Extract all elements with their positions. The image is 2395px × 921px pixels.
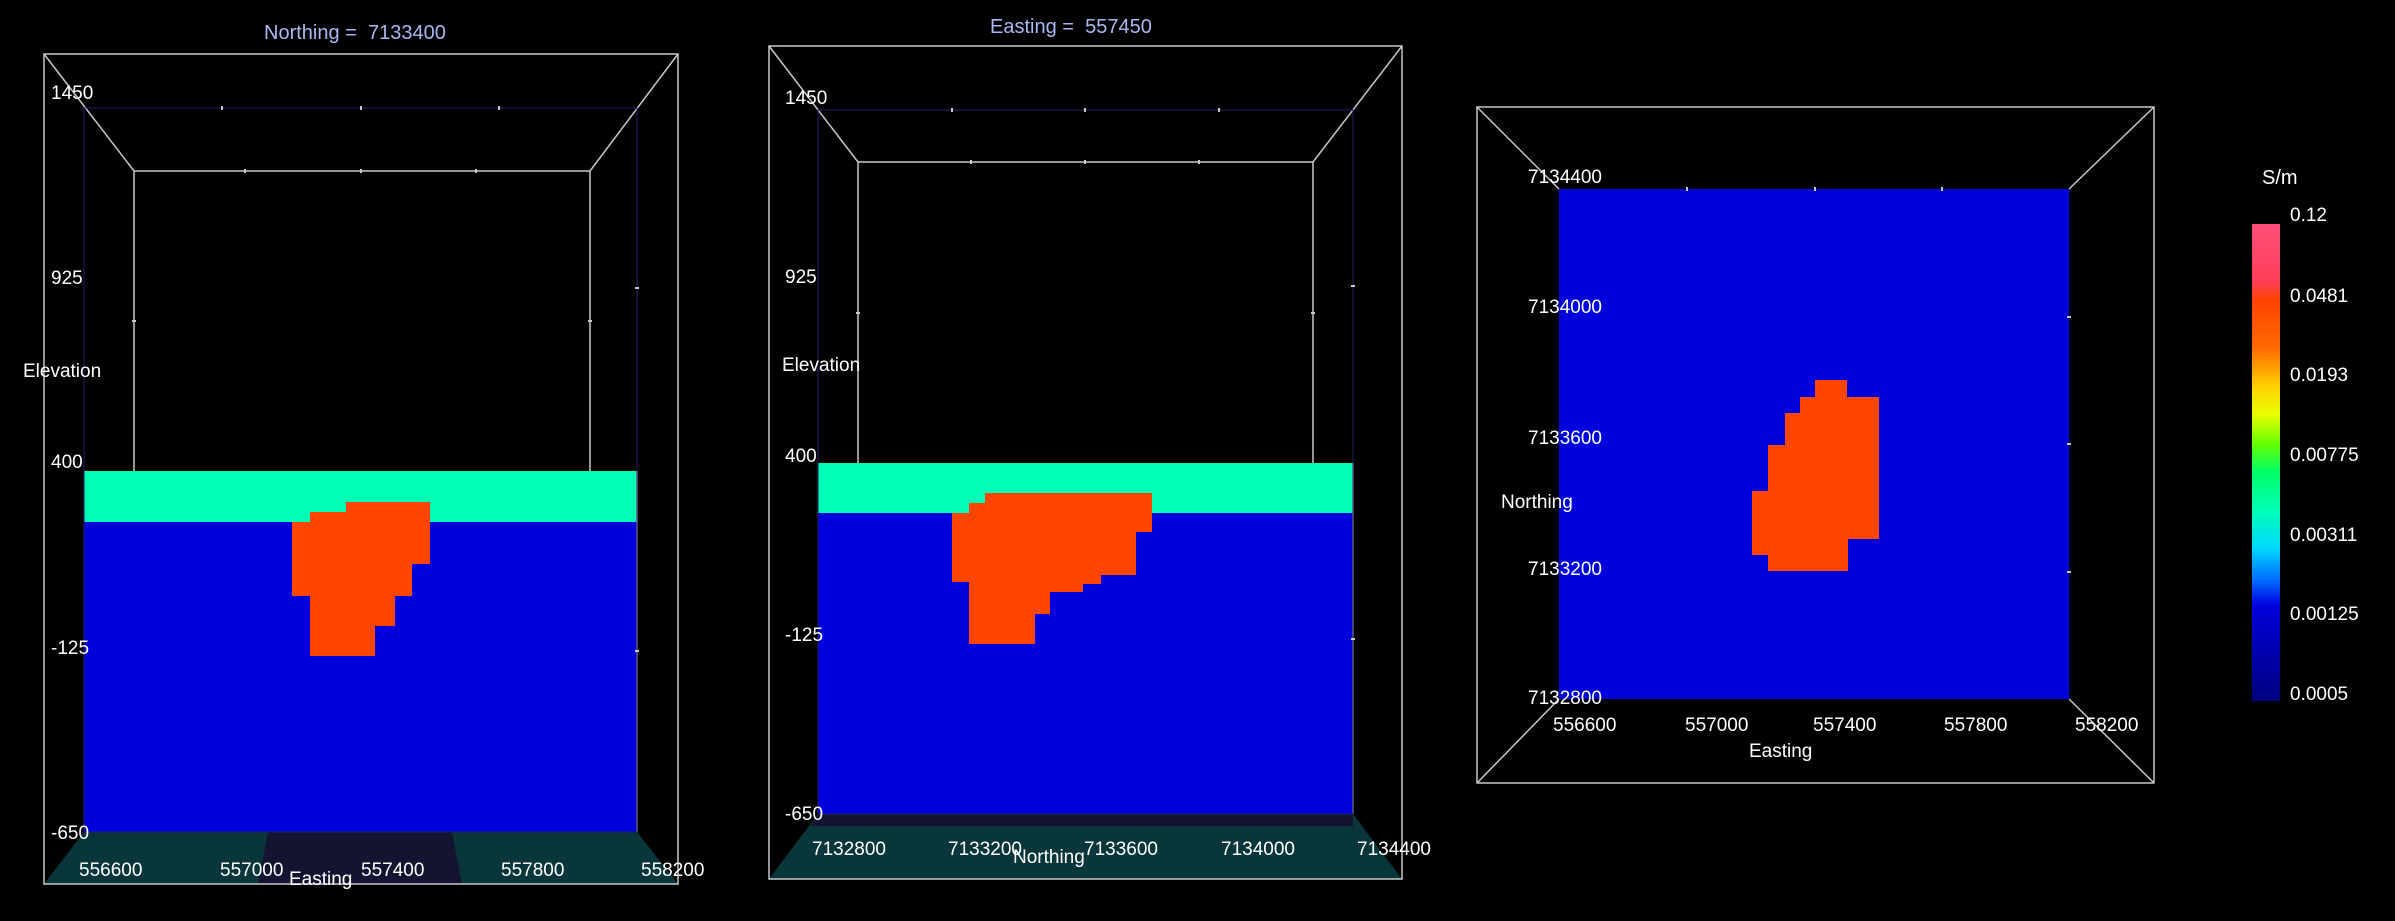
- y-tick-label: -125: [785, 625, 824, 646]
- tick-marks: [856, 108, 1355, 640]
- colorbar-gradient: [2252, 224, 2280, 701]
- x-tick-label: 557400: [361, 860, 425, 881]
- colorbar-tick-label: 0.00775: [2290, 445, 2359, 466]
- colorbar-unit: S/m: [2262, 167, 2298, 189]
- floor-plane: [769, 814, 1402, 879]
- section-title: Easting = 557450: [990, 17, 1152, 37]
- conductor-body: [292, 502, 430, 656]
- y-tick-label: 1450: [51, 83, 94, 104]
- colorbar-tick-label: 0.00125: [2290, 604, 2359, 625]
- section-title-value: 7133400: [367, 22, 446, 44]
- section-title-label: Easting =: [990, 16, 1074, 38]
- x-tick-label: 556600: [1553, 715, 1617, 736]
- floor-shadow: [258, 832, 462, 884]
- y-tick-label: -650: [785, 804, 824, 825]
- x-tick-label: 557800: [1944, 715, 2008, 736]
- y-tick-label: 7134400: [1528, 167, 1602, 188]
- x-tick-label: 557800: [501, 860, 565, 881]
- conductor-body: [952, 493, 1152, 644]
- y-tick-label: 7133600: [1528, 428, 1602, 449]
- y-tick-label: 7132800: [1528, 688, 1602, 709]
- x-axis-label: Easting: [1749, 741, 1813, 762]
- y-tick-label: -125: [51, 638, 90, 659]
- y-tick-label: 400: [785, 446, 817, 467]
- tick-marks: [132, 106, 639, 652]
- y-axis-label: Elevation: [23, 361, 102, 382]
- x-tick-label: 7134400: [1357, 839, 1431, 860]
- x-tick-label: 7134000: [1221, 839, 1295, 860]
- x-tick-label: 7133600: [1084, 839, 1158, 860]
- bounding-box-wireframe: [1476, 106, 2155, 784]
- y-tick-label: 925: [785, 267, 817, 288]
- y-axis-label: Elevation: [782, 355, 861, 376]
- y-tick-label: 400: [51, 452, 83, 473]
- x-tick-label: 7133200: [948, 839, 1022, 860]
- y-tick-label: 7133200: [1528, 559, 1602, 580]
- section-title-label: Northing =: [264, 22, 357, 44]
- y-tick-label: 7134000: [1528, 297, 1602, 318]
- colorbar-tick-label: 0.0005: [2290, 684, 2349, 705]
- colorbar-tick-label: 0.0193: [2290, 365, 2349, 386]
- x-tick-label: 7132800: [812, 839, 886, 860]
- x-tick-label: 557400: [1813, 715, 1877, 736]
- x-axis-label: Northing: [1013, 847, 1085, 868]
- y-tick-label: 1450: [785, 88, 828, 109]
- x-tick-label: 557000: [1685, 715, 1749, 736]
- x-tick-label: 558200: [2075, 715, 2139, 736]
- conductor-body: [1752, 380, 1879, 571]
- x-tick-label: 556600: [79, 860, 143, 881]
- floor-shadow: [810, 814, 1353, 826]
- x-axis-label: Easting: [289, 869, 353, 890]
- x-tick-label: 557000: [220, 860, 284, 881]
- y-tick-label: 925: [51, 268, 83, 289]
- x-tick-label: 558200: [641, 860, 705, 881]
- colorbar-tick-label: 0.0481: [2290, 286, 2349, 307]
- tick-marks: [1686, 187, 2071, 573]
- section-title-value: 557450: [1085, 16, 1152, 38]
- colorbar-tick-label: 0.00311: [2290, 525, 2358, 546]
- y-tick-label: -650: [51, 823, 90, 844]
- section-title: Northing = 7133400: [264, 23, 446, 43]
- colorbar-tick-label: 0.12: [2290, 205, 2327, 226]
- y-axis-label: Northing: [1501, 492, 1573, 513]
